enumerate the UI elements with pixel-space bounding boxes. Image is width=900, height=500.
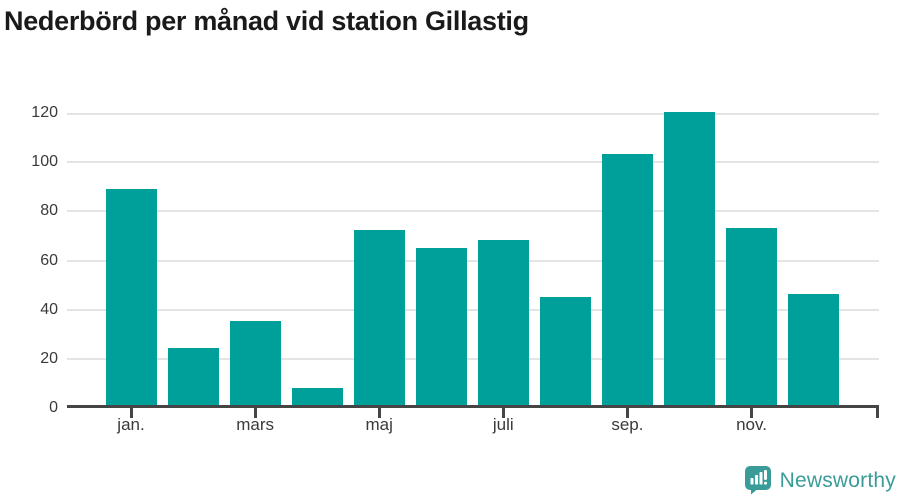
brand-footer: Newsworthy [744,466,896,495]
bar [788,294,840,405]
x-axis-tick [750,408,753,418]
bar [601,154,653,405]
x-axis-tick [129,408,133,418]
bar [539,296,591,405]
bar [229,321,281,405]
y-axis-label: 120 [31,104,58,121]
gridline [67,308,879,311]
bar [726,228,777,405]
y-axis-label: 20 [40,349,58,367]
bar [167,348,219,405]
x-axis-tick [377,408,381,418]
bar [291,387,343,405]
x-axis-tick [625,408,629,418]
y-axis-label: 80 [40,202,58,220]
gridline [67,161,879,164]
bar [415,247,467,405]
bar [663,112,715,405]
x-axis-label: juli [492,415,514,434]
gridline [67,259,879,262]
plot-area [67,112,879,418]
gridline [67,357,879,360]
brand-name: Newsworthy [779,468,896,492]
bar [353,230,405,405]
x-axis-label: mars [236,415,274,434]
y-axis-label: 40 [40,300,58,318]
x-axis-tick [501,408,505,418]
x-axis-label: sep. [611,415,644,434]
chart-title: Nederbörd per månad vid station Gillasti… [4,6,529,36]
axis-endcap [876,408,879,418]
x-axis-label: nov. [736,415,767,434]
y-axis-label: 100 [31,153,58,171]
gridline [67,113,879,115]
bar [105,188,157,405]
x-axis-label: jan. [117,415,145,434]
x-axis-label: maj [365,415,393,434]
y-axis-label: 60 [40,251,58,269]
x-axis-tick [253,408,257,418]
bar [477,240,529,405]
gridline [67,210,879,213]
y-axis-label: 0 [49,399,58,416]
newsworthy-logo-icon [744,466,771,495]
